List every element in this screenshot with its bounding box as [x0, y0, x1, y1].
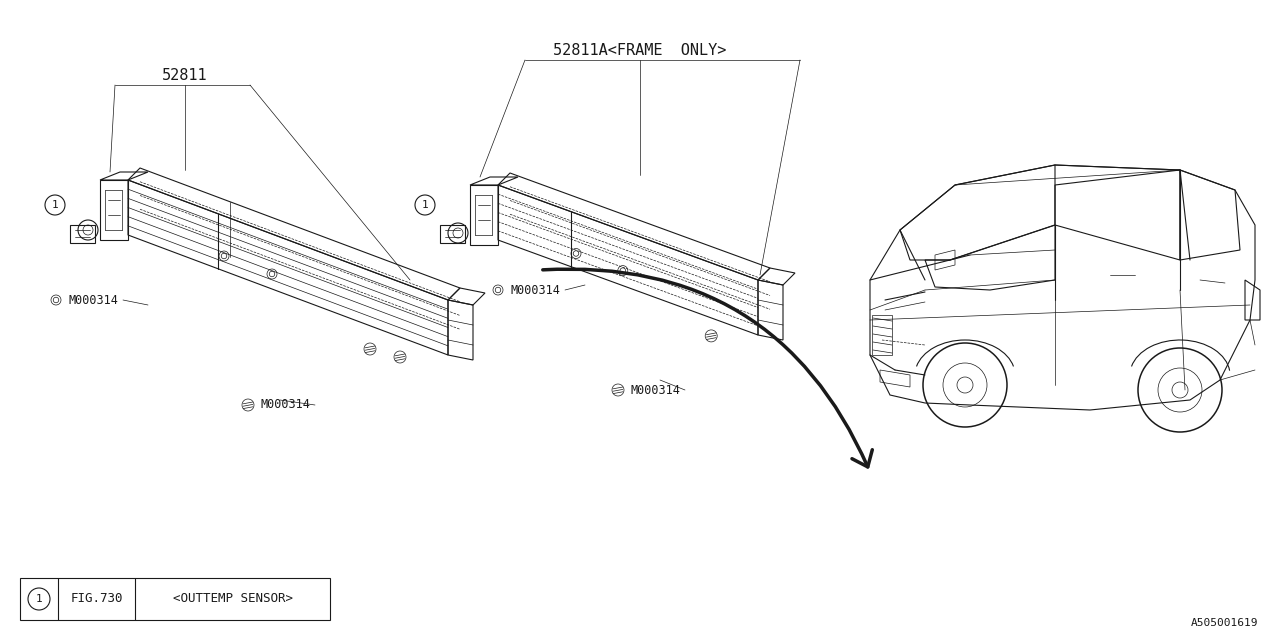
Text: 1: 1	[51, 200, 59, 210]
Text: FIG.730: FIG.730	[70, 593, 123, 605]
Text: M000314: M000314	[509, 284, 559, 296]
Text: 52811: 52811	[163, 67, 207, 83]
Text: 1: 1	[421, 200, 429, 210]
Text: M000314: M000314	[260, 399, 310, 412]
Text: <OUTTEMP SENSOR>: <OUTTEMP SENSOR>	[173, 593, 293, 605]
Text: 52811A<FRAME  ONLY>: 52811A<FRAME ONLY>	[553, 42, 727, 58]
Text: M000314: M000314	[630, 383, 680, 397]
FancyArrowPatch shape	[543, 269, 872, 467]
Text: A505001619: A505001619	[1190, 618, 1258, 628]
Text: 1: 1	[36, 594, 42, 604]
Circle shape	[957, 377, 973, 393]
Circle shape	[1172, 382, 1188, 398]
Polygon shape	[20, 578, 330, 620]
Text: M000314: M000314	[68, 294, 118, 307]
